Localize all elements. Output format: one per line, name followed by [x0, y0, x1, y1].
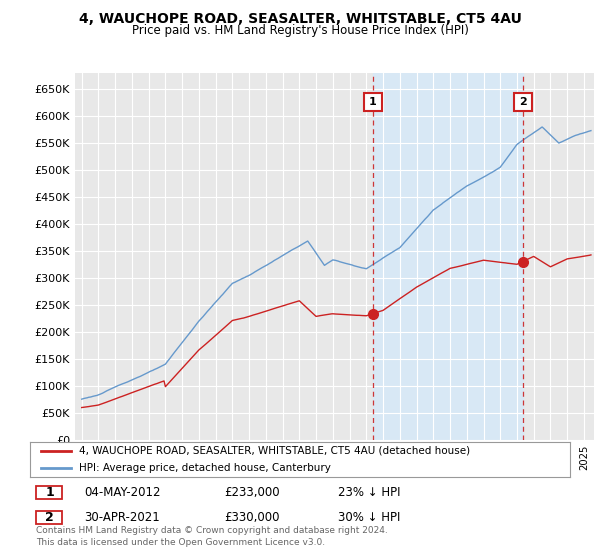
Text: £233,000: £233,000 [224, 486, 280, 500]
Text: 04-MAY-2012: 04-MAY-2012 [84, 486, 161, 500]
Text: 2: 2 [518, 97, 526, 108]
Text: 1: 1 [45, 486, 54, 500]
Text: 30-APR-2021: 30-APR-2021 [84, 511, 160, 524]
Bar [373, 73, 523, 440]
Text: 1: 1 [368, 97, 376, 108]
Text: Price paid vs. HM Land Registry's House Price Index (HPI): Price paid vs. HM Land Registry's House … [131, 24, 469, 36]
Text: 4, WAUCHOPE ROAD, SEASALTER, WHITSTABLE, CT5 4AU: 4, WAUCHOPE ROAD, SEASALTER, WHITSTABLE,… [79, 12, 521, 26]
Text: 30% ↓ HPI: 30% ↓ HPI [338, 511, 400, 524]
FancyBboxPatch shape [37, 487, 62, 500]
Text: £330,000: £330,000 [224, 511, 280, 524]
Text: 4, WAUCHOPE ROAD, SEASALTER, WHITSTABLE, CT5 4AU (detached house): 4, WAUCHOPE ROAD, SEASALTER, WHITSTABLE,… [79, 446, 470, 456]
FancyBboxPatch shape [37, 511, 62, 524]
Text: 23% ↓ HPI: 23% ↓ HPI [338, 486, 400, 500]
Text: 2: 2 [45, 511, 54, 524]
Text: HPI: Average price, detached house, Canterbury: HPI: Average price, detached house, Cant… [79, 463, 331, 473]
Text: Contains HM Land Registry data © Crown copyright and database right 2024.
This d: Contains HM Land Registry data © Crown c… [37, 526, 388, 547]
